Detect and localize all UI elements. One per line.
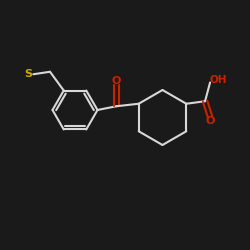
- Text: S: S: [25, 69, 33, 79]
- Text: O: O: [206, 116, 215, 126]
- Text: O: O: [112, 76, 121, 86]
- Text: OH: OH: [209, 75, 227, 85]
